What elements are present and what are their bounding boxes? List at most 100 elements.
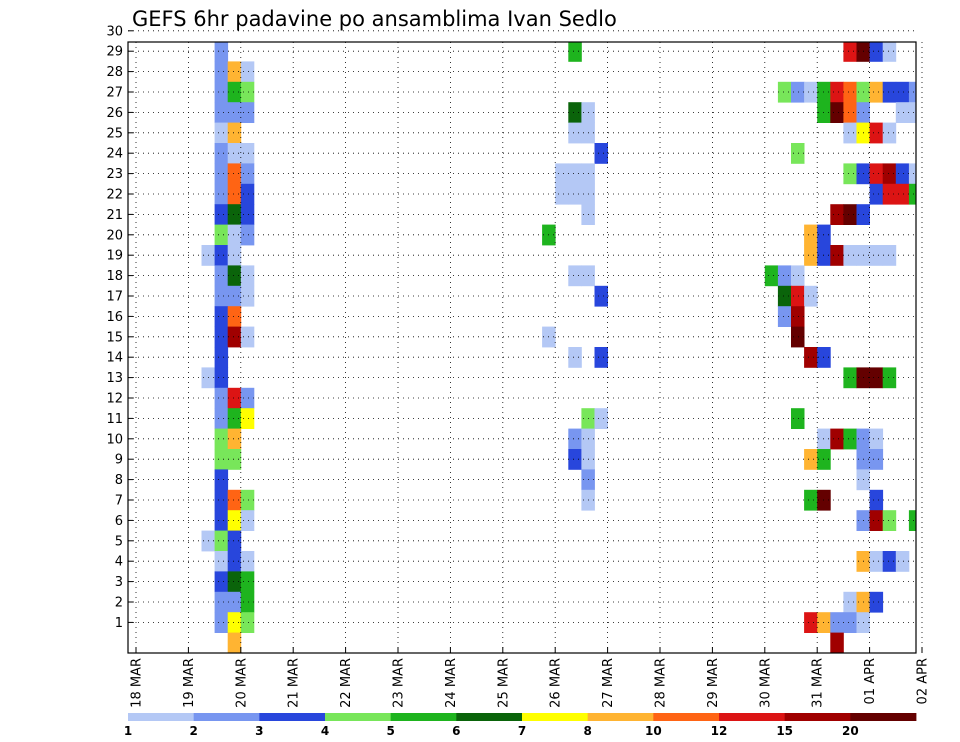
heatmap-cell [214, 224, 229, 246]
y-tick-label: 10 [106, 432, 123, 447]
heatmap-cell [882, 551, 897, 572]
y-tick-label: 17 [106, 290, 123, 305]
heatmap-cell [240, 81, 255, 103]
heatmap-cell [227, 163, 242, 185]
heatmap-cell [240, 204, 255, 225]
heatmap-cell [843, 102, 857, 123]
heatmap-cell [895, 102, 910, 123]
heatmap-cell [214, 530, 229, 552]
colorbar-swatch [390, 713, 457, 721]
colorbar-swatch [653, 713, 720, 721]
heatmap-cell [240, 510, 255, 531]
y-tick-label: 4 [115, 555, 123, 570]
heatmap-cell [830, 428, 844, 450]
heatmap-cell [777, 81, 792, 103]
y-tick-label: 27 [106, 86, 123, 101]
heatmap-cell [791, 81, 805, 103]
y-tick-label: 21 [106, 208, 123, 223]
heatmap-cell [882, 245, 897, 266]
heatmap-cell [214, 449, 229, 470]
colorbar-label: 4 [321, 724, 329, 738]
heatmap-cell [240, 591, 255, 613]
heatmap-cell [214, 469, 229, 491]
heatmap-cell [227, 387, 242, 409]
heatmap-cell [214, 143, 229, 164]
heatmap-cell [214, 571, 229, 593]
heatmap-cell [227, 551, 242, 572]
heatmap-cell [804, 489, 818, 511]
heatmap-cell [214, 285, 229, 307]
y-tick-label: 29 [106, 45, 123, 60]
heatmap-cell [227, 183, 242, 205]
heatmap-cell [830, 612, 844, 633]
heatmap-cell [240, 61, 255, 83]
heatmap-cell [214, 61, 229, 83]
heatmap-cell [869, 183, 884, 205]
heatmap-cell [240, 387, 255, 409]
heatmap-cell [240, 265, 255, 287]
x-axis: 18 MAR 19 MAR 20 MAR 21 MAR 22 MAR 23 MAR 24 M… [130, 647, 931, 708]
heatmap-cell [830, 102, 844, 123]
colorbar-swatch [193, 713, 260, 721]
chart-title: GEFS 6hr padavine po ansamblima Ivan Sed… [132, 7, 617, 31]
heatmap-cell [240, 571, 255, 593]
colorbar-label: 3 [255, 724, 263, 738]
heatmap-cell [791, 143, 805, 164]
y-tick-label: 7 [115, 494, 123, 509]
heatmap-cell [830, 632, 844, 654]
x-tick-label: 01 APR [863, 658, 878, 704]
x-tick-label: 21 MAR [287, 658, 302, 708]
heatmap-cell [843, 591, 857, 613]
heatmap-cell [227, 449, 242, 470]
heatmap-cell [830, 245, 844, 266]
x-tick-label: 30 MAR [758, 658, 773, 708]
colorbar-label: 8 [583, 724, 591, 738]
heatmap-cell [908, 102, 917, 123]
colorbar-label: 1 [124, 724, 132, 738]
heatmap-cell [227, 632, 242, 654]
y-tick-label: 11 [106, 412, 123, 427]
heatmap-cell [240, 612, 255, 633]
heatmap-cell [882, 122, 897, 144]
heatmap-cell [227, 122, 242, 144]
x-tick-label: 19 MAR [182, 658, 197, 708]
y-tick-label: 13 [106, 371, 123, 386]
x-tick-label: 20 MAR [234, 658, 249, 708]
heatmap-cell [804, 612, 818, 633]
heatmap-cell [568, 347, 582, 368]
heatmap-cell [214, 387, 229, 409]
y-tick-label: 8 [115, 473, 123, 488]
y-tick-label: 25 [106, 126, 123, 141]
colorbar-swatch [587, 713, 654, 721]
heatmap-cell [214, 510, 229, 531]
y-tick-label: 22 [106, 188, 123, 203]
heatmap-cell [804, 285, 818, 307]
plot-frame [127, 41, 917, 654]
heatmap-cell [882, 163, 897, 185]
heatmap-cell [568, 102, 582, 123]
heatmap-cell [869, 428, 884, 450]
colorbar-label: 6 [452, 724, 460, 738]
heatmap-cell [843, 428, 857, 450]
heatmap-cell [555, 163, 569, 185]
heatmap-cell [777, 306, 792, 327]
heatmap-cell [227, 510, 242, 531]
heatmap-cell [227, 612, 242, 633]
heatmap-cell [227, 102, 242, 123]
heatmap-cell [555, 183, 569, 205]
heatmap-cell [227, 428, 242, 450]
heatmap-cell [240, 285, 255, 307]
heatmap-cell [227, 61, 242, 83]
heatmap-cell [843, 204, 857, 225]
colorbar-label: 20 [842, 724, 859, 738]
heatmap-cell [214, 367, 229, 389]
heatmap-cell [869, 551, 884, 572]
colorbar-label: 15 [776, 724, 793, 738]
heatmap-cell [214, 245, 229, 266]
heatmap-cell [908, 510, 917, 531]
heatmap-cell [568, 265, 582, 287]
heatmap-cell [882, 510, 897, 531]
y-tick-label: 2 [115, 596, 123, 611]
heatmap-cell [227, 143, 242, 164]
